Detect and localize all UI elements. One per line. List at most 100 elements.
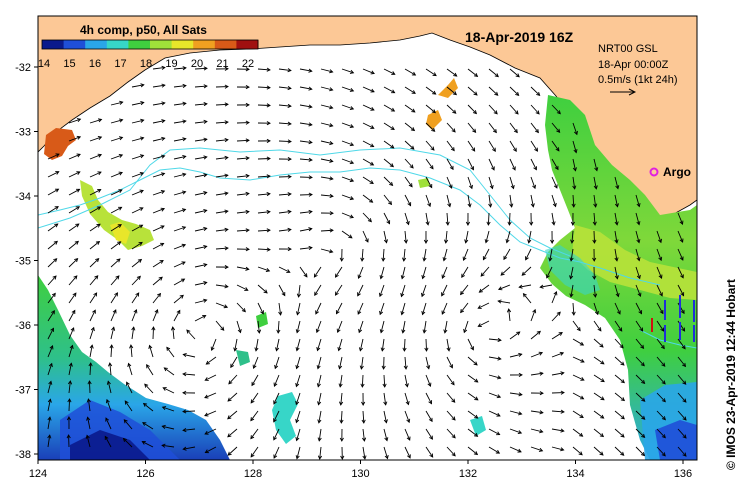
current-vector-head [348, 234, 353, 239]
current-vector [250, 392, 259, 404]
current-vector [110, 136, 123, 142]
current-vector [362, 410, 365, 424]
current-vector [530, 372, 543, 376]
current-vector-head [550, 239, 555, 244]
current-vector-head [560, 447, 565, 452]
current-vector-head [494, 91, 499, 96]
current-vector-head [154, 309, 159, 314]
current-vector-head [182, 372, 187, 377]
current-vector [614, 248, 618, 261]
current-vector [89, 380, 91, 394]
current-vector-head [308, 245, 313, 251]
current-vector-head [469, 184, 473, 190]
current-vector-head [161, 136, 166, 141]
current-vector [87, 399, 91, 412]
current-vector [89, 206, 101, 214]
current-vector-head [287, 139, 292, 144]
current-vector-head [250, 417, 255, 422]
current-vector [164, 367, 175, 376]
current-vector-head [538, 351, 544, 356]
current-vector [425, 446, 434, 458]
current-vector [257, 158, 271, 160]
legend-ticks: 14 15 16 17 18 19 20 21 22 [38, 58, 254, 70]
current-vector [383, 446, 388, 459]
current-vector-head [74, 257, 79, 263]
current-vector [362, 140, 374, 148]
current-vector-head [534, 147, 538, 152]
current-vector-head [287, 157, 292, 162]
current-vector [194, 156, 207, 160]
current-vector-head [408, 183, 413, 188]
current-vector-head [97, 118, 103, 123]
legend-color-swatch [193, 40, 216, 49]
current-vector [572, 140, 577, 153]
current-vector [341, 140, 354, 146]
current-vector-head [315, 328, 320, 334]
lon-tick-label: 134 [566, 468, 584, 480]
current-vector-head [97, 189, 102, 193]
current-vector [296, 446, 301, 459]
current-vector [194, 227, 207, 232]
current-vector-head [500, 271, 505, 276]
current-vector [47, 153, 60, 160]
current-vector-head [599, 343, 604, 348]
current-vector [296, 428, 301, 441]
current-vector [635, 446, 645, 456]
current-vector [383, 374, 386, 388]
current-vector-head [287, 209, 292, 214]
current-vector-head [509, 203, 514, 208]
current-vector [340, 392, 343, 405]
current-vector [318, 392, 322, 405]
current-vector [215, 121, 228, 124]
current-vector [425, 176, 433, 188]
current-vector [273, 428, 280, 441]
current-vector-head [182, 172, 187, 177]
current-vector [317, 338, 322, 351]
current-vector [183, 373, 196, 376]
current-vector-head [137, 258, 143, 263]
current-vector [572, 428, 583, 437]
current-vector [404, 446, 411, 459]
current-vector-head [274, 364, 279, 370]
current-vector-head [539, 284, 544, 289]
current-vector-head [518, 411, 523, 416]
current-vector [299, 158, 312, 161]
current-vector [635, 356, 645, 367]
current-vector [340, 410, 343, 424]
current-vector-head [224, 102, 229, 107]
current-vector-head [227, 451, 232, 456]
current-vector [110, 154, 123, 160]
current-vector [173, 102, 186, 106]
current-vector-head [89, 344, 94, 349]
current-vector-head [369, 161, 375, 166]
current-vector-head [580, 377, 585, 381]
current-vector-head [182, 83, 187, 88]
current-vector [110, 172, 123, 178]
current-vector-head [361, 401, 366, 406]
current-vector-head [295, 418, 300, 424]
current-vector-head [641, 379, 646, 385]
current-vector [68, 241, 79, 250]
current-vector [131, 84, 144, 88]
current-vector-head [421, 310, 426, 316]
current-vector-head [244, 287, 249, 291]
current-vector-head [329, 69, 334, 74]
current-vector-head [451, 398, 456, 403]
current-vector-head [513, 129, 518, 134]
current-vector-head [224, 284, 229, 289]
current-vector-head [203, 84, 208, 89]
current-vector-head [411, 90, 416, 94]
current-vector-head [245, 173, 250, 179]
current-vector [183, 446, 196, 450]
lon-tick-label: 132 [459, 468, 477, 480]
current-vector [383, 194, 392, 205]
current-vector-head [400, 275, 405, 280]
current-vector [236, 320, 241, 333]
current-vector-head [115, 275, 120, 280]
current-vector [295, 410, 301, 423]
current-vector-head [658, 238, 662, 244]
current-vector [320, 68, 333, 73]
current-vector [86, 435, 91, 448]
current-vector-head [451, 452, 456, 457]
current-vector-head [329, 123, 334, 128]
